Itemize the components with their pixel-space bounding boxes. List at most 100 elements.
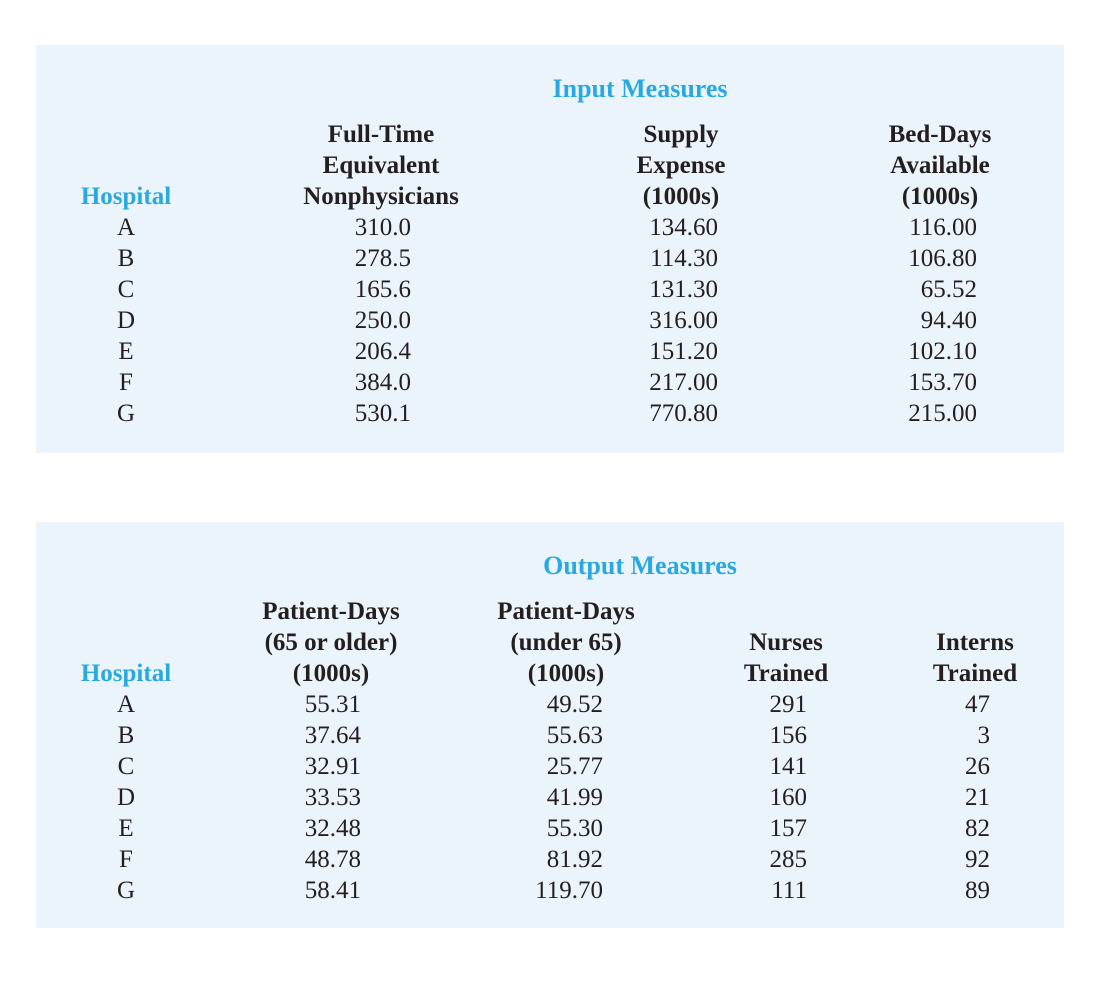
- value: 32.48: [304, 815, 361, 842]
- hospital-cell: B: [117, 722, 135, 749]
- spacer-cell: [36, 546, 216, 596]
- value: 111: [771, 877, 807, 904]
- header-line: Trained: [743, 660, 829, 687]
- value: 49.52: [546, 691, 603, 718]
- hospital-cell: E: [118, 338, 134, 365]
- value: 160: [769, 784, 808, 811]
- value: 156: [769, 722, 808, 749]
- value-cell: 215.00: [816, 398, 1064, 429]
- value-cell: 55.30: [446, 813, 686, 844]
- value-cell: 131.30: [546, 274, 816, 305]
- value-cell: 250.0: [216, 305, 546, 336]
- value: 217.00: [649, 369, 718, 396]
- value-cell: 89: [886, 875, 1064, 906]
- value-cell: 32.48: [216, 813, 446, 844]
- hospital-cell: A: [116, 691, 136, 718]
- output-header-row: Hospital Patient-Days (65 or older) (100…: [36, 596, 1064, 689]
- value: 94.40: [920, 307, 977, 334]
- header-line: Nurses: [749, 629, 823, 656]
- value-cell: 82: [886, 813, 1064, 844]
- output-table-row: E 32.48 55.30 157 82: [36, 813, 1064, 844]
- value: 250.0: [354, 307, 411, 334]
- value-cell: 384.0: [216, 367, 546, 398]
- value: 316.00: [649, 307, 718, 334]
- value: 106.80: [908, 245, 977, 272]
- value-cell: 160: [686, 782, 886, 813]
- input-table-row: C 165.6 131.30 65.52: [36, 274, 1064, 305]
- output-hospital-column-header: Hospital: [80, 660, 172, 687]
- value: 119.70: [535, 877, 603, 904]
- value: 291: [769, 691, 808, 718]
- value: 131.30: [649, 276, 718, 303]
- header-line: Interns: [936, 629, 1014, 656]
- value-cell: 26: [886, 751, 1064, 782]
- header-line: Trained: [932, 660, 1018, 687]
- output-measures-panel: Output Measures Hospital Patient-Days (6…: [36, 522, 1064, 928]
- input-column-header-fte-nonphysicians: Full-Time Equivalent Nonphysicians: [216, 119, 546, 212]
- value-cell: 141: [686, 751, 886, 782]
- hospital-cell: B: [117, 245, 135, 272]
- output-column-header-patient-days-under-65: Patient-Days (under 65) (1000s): [446, 596, 686, 689]
- value: 48.78: [304, 846, 361, 873]
- value: 151.20: [649, 338, 718, 365]
- value: 206.4: [354, 338, 411, 365]
- hospital-cell: G: [116, 877, 136, 904]
- output-title-row: Output Measures: [36, 546, 1064, 596]
- header-line: Bed-Days: [888, 121, 992, 148]
- value-cell: 94.40: [816, 305, 1064, 336]
- output-measures-title: Output Measures: [543, 551, 737, 580]
- value: 116.00: [909, 214, 977, 241]
- input-title-row: Input Measures: [36, 69, 1064, 119]
- header-line: Supply: [643, 121, 719, 148]
- value-cell: 41.99: [446, 782, 686, 813]
- value: 215.00: [908, 400, 977, 427]
- value-cell: 165.6: [216, 274, 546, 305]
- value-cell: 55.63: [446, 720, 686, 751]
- value-cell: 217.00: [546, 367, 816, 398]
- value-cell: 134.60: [546, 212, 816, 243]
- value: 157: [769, 815, 808, 842]
- output-column-header-interns-trained: Interns Trained: [886, 596, 1064, 689]
- header-line: (1000s): [292, 660, 370, 687]
- spacer-cell: [36, 69, 216, 119]
- header-line: Patient-Days: [262, 598, 400, 625]
- value: 41.99: [546, 784, 603, 811]
- value-cell: 316.00: [546, 305, 816, 336]
- input-column-header-bed-days: Bed-Days Available (1000s): [816, 119, 1064, 212]
- value-cell: 33.53: [216, 782, 446, 813]
- value-cell: 116.00: [816, 212, 1064, 243]
- value-cell: 48.78: [216, 844, 446, 875]
- value: 55.31: [304, 691, 361, 718]
- header-line: (1000s): [527, 660, 605, 687]
- value-cell: 310.0: [216, 212, 546, 243]
- value-cell: 111: [686, 875, 886, 906]
- value-cell: 47: [886, 689, 1064, 720]
- value: 33.53: [304, 784, 361, 811]
- value-cell: 3: [886, 720, 1064, 751]
- value-cell: 291: [686, 689, 886, 720]
- header-line: Equivalent: [322, 152, 440, 179]
- value-cell: 81.92: [446, 844, 686, 875]
- value-cell: 21: [886, 782, 1064, 813]
- input-measures-title: Input Measures: [552, 74, 728, 103]
- value: 37.64: [304, 722, 361, 749]
- hospital-cell: C: [117, 276, 135, 303]
- value-cell: 65.52: [816, 274, 1064, 305]
- input-table-row: A 310.0 134.60 116.00: [36, 212, 1064, 243]
- input-table-row: G 530.1 770.80 215.00: [36, 398, 1064, 429]
- header-line: Nonphysicians: [303, 183, 459, 210]
- output-measures-table: Output Measures Hospital Patient-Days (6…: [36, 546, 1064, 906]
- header-line: Expense: [636, 152, 726, 179]
- value-cell: 32.91: [216, 751, 446, 782]
- input-measures-panel: Input Measures Hospital Full-Time Equiva…: [36, 45, 1064, 453]
- input-header-row: Hospital Full-Time Equivalent Nonphysici…: [36, 119, 1064, 212]
- value-cell: 55.31: [216, 689, 446, 720]
- value: 153.70: [908, 369, 977, 396]
- value: 285: [769, 846, 808, 873]
- hospital-cell: D: [116, 784, 136, 811]
- value: 102.10: [908, 338, 977, 365]
- value: 165.6: [354, 276, 411, 303]
- value: 47: [965, 691, 990, 718]
- output-table-row: B 37.64 55.63 156 3: [36, 720, 1064, 751]
- value: 530.1: [354, 400, 411, 427]
